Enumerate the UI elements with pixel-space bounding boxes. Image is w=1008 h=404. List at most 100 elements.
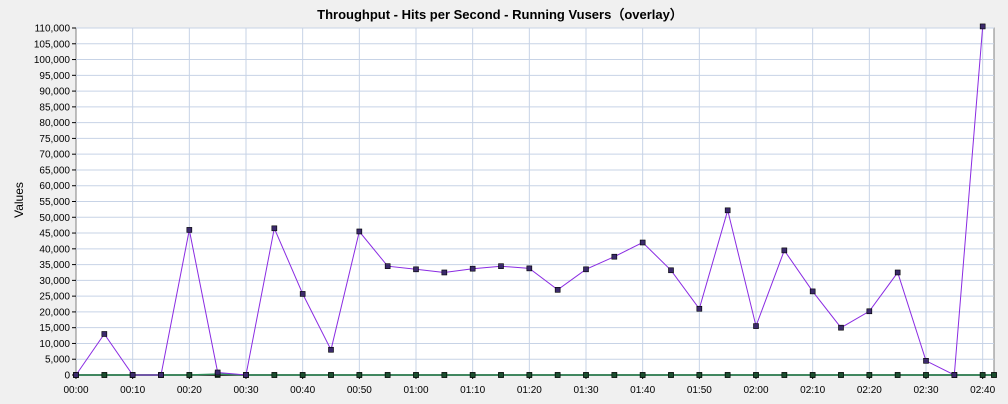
data-point-hits: [299, 372, 306, 378]
data-point-hits: [809, 372, 816, 378]
data-point-hits: [668, 372, 674, 378]
x-tick-label: 01:10: [460, 385, 485, 396]
x-tick-label: 01:20: [517, 385, 542, 396]
data-point-throughput: [186, 227, 193, 233]
data-point-throughput: [328, 346, 334, 353]
y-tick-label: 95,000: [39, 71, 70, 82]
x-tick-label: 00:10: [120, 385, 145, 396]
data-point-throughput: [441, 269, 448, 276]
y-tick-label: 60,000: [39, 181, 70, 192]
data-point-hits: [611, 372, 618, 378]
y-tick-label: 40,000: [39, 244, 70, 255]
data-point-throughput: [384, 263, 391, 269]
y-tick-label: 85,000: [39, 102, 70, 113]
data-point-hits: [753, 372, 759, 378]
series-layer: [73, 23, 997, 378]
y-tick-label: 80,000: [39, 118, 70, 129]
data-point-hits: [724, 372, 731, 378]
data-point-throughput: [979, 23, 986, 30]
x-tick-label: 01:40: [630, 385, 655, 396]
data-point-throughput: [498, 263, 504, 269]
data-point-hits: [866, 372, 873, 378]
y-tick-label: 20,000: [39, 307, 70, 318]
x-tick-label: 01:30: [573, 385, 598, 396]
data-point-hits: [469, 372, 476, 378]
data-point-hits: [923, 372, 929, 378]
axes: 0 5,000 10,000 15,000 20,000 25,000 30,000 35,0…: [34, 24, 996, 397]
data-point-hits: [991, 372, 997, 378]
data-point-throughput: [809, 288, 816, 295]
data-point-hits: [328, 372, 334, 378]
data-point-hits: [101, 372, 108, 378]
data-point-throughput: [129, 372, 136, 378]
x-tick-label: 02:20: [857, 385, 882, 396]
data-point-throughput: [753, 323, 759, 329]
y-tick-label: 65,000: [39, 165, 70, 176]
series-line-hits: [76, 373, 994, 376]
y-tick-label: 105,000: [34, 39, 71, 50]
data-point-throughput: [554, 287, 561, 293]
data-point-throughput: [583, 266, 589, 273]
y-tick-label: 70,000: [39, 150, 70, 161]
data-point-throughput: [923, 358, 929, 364]
data-point-hits: [384, 372, 391, 378]
data-point-throughput: [101, 331, 108, 337]
x-tick-label: 02:10: [800, 385, 825, 396]
x-tick-label: 01:00: [403, 385, 428, 396]
grid-lines: [76, 27, 994, 375]
data-point-hits: [979, 372, 986, 378]
data-point-throughput: [894, 269, 901, 276]
data-point-hits: [894, 372, 901, 378]
y-tick-label: 75,000: [39, 134, 70, 145]
y-tick-label: 10,000: [39, 339, 70, 350]
data-point-throughput: [951, 372, 958, 378]
x-tick-label: 01:50: [687, 385, 712, 396]
data-point-hits: [554, 372, 561, 378]
x-tick-label: 02:00: [743, 385, 768, 396]
data-point-hits: [186, 372, 193, 378]
y-tick-label: 5,000: [45, 355, 70, 366]
y-tick-label: 30,000: [39, 276, 70, 287]
data-point-throughput: [668, 267, 674, 274]
x-tick-label: 00:50: [347, 385, 372, 396]
data-point-throughput: [724, 207, 731, 214]
x-tick-label: 00:20: [177, 385, 202, 396]
data-point-hits: [413, 372, 419, 378]
y-tick-label: 45,000: [39, 229, 70, 240]
data-point-hits: [838, 372, 844, 378]
data-point-throughput: [866, 308, 873, 315]
data-point-throughput: [696, 305, 703, 312]
data-point-throughput: [611, 253, 618, 260]
y-tick-label: 110,000: [35, 24, 71, 35]
data-point-hits: [271, 372, 278, 378]
data-point-hits: [356, 372, 363, 378]
y-tick-label: 50,000: [39, 213, 70, 224]
chart-title: Throughput - Hits per Second - Running V…: [317, 7, 683, 22]
x-tick-label: 00:30: [233, 385, 258, 396]
data-point-hits: [781, 372, 788, 378]
data-point-throughput: [243, 372, 249, 378]
x-tick-label: 00:00: [63, 385, 88, 396]
y-tick-label: 55,000: [39, 197, 70, 208]
y-axis-label: Values: [12, 182, 26, 218]
data-point-throughput: [781, 247, 788, 254]
data-point-throughput: [214, 369, 221, 376]
data-point-hits: [498, 372, 504, 378]
data-point-throughput: [639, 239, 646, 246]
data-point-throughput: [526, 265, 533, 272]
data-point-hits: [639, 372, 646, 378]
data-point-throughput: [299, 291, 306, 297]
data-point-hits: [583, 372, 589, 378]
data-point-throughput: [356, 228, 363, 235]
data-point-throughput: [413, 266, 419, 273]
data-point-throughput: [73, 372, 79, 378]
y-tick-label: 15,000: [39, 323, 70, 334]
data-point-hits: [526, 372, 533, 378]
x-tick-label: 02:40: [970, 385, 995, 396]
y-tick-label: 100,000: [34, 55, 71, 66]
data-point-throughput: [271, 225, 278, 232]
data-point-hits: [441, 372, 448, 378]
x-tick-label: 02:30: [913, 385, 938, 396]
